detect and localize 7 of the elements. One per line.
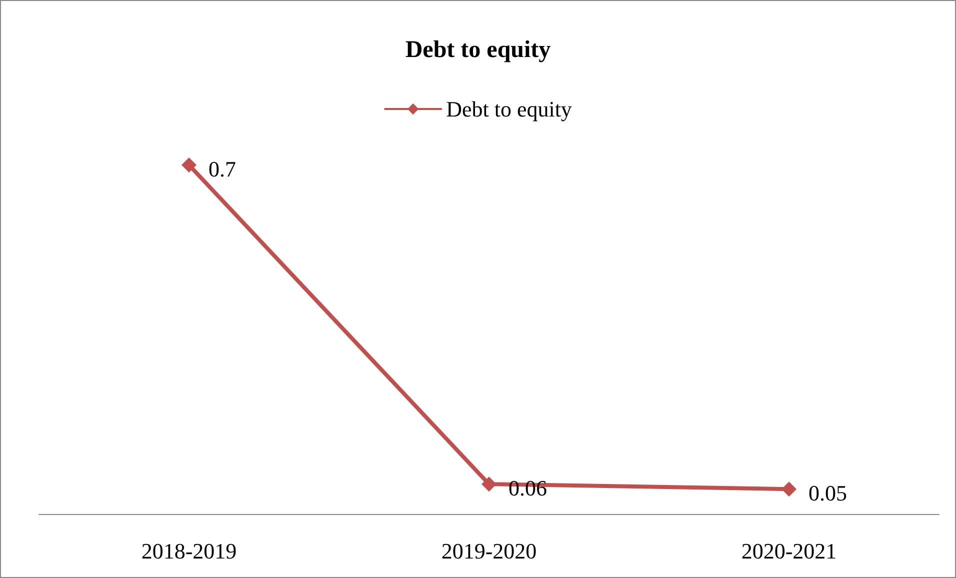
- x-tick-label: 2020-2021: [741, 538, 837, 564]
- legend-label: Debt to equity: [446, 96, 572, 122]
- x-tick-label: 2019-2020: [441, 538, 537, 564]
- chart-title: Debt to equity: [405, 37, 551, 63]
- data-label: 0.05: [808, 480, 847, 506]
- data-label: 0.7: [208, 156, 236, 182]
- x-tick-label: 2018-2019: [141, 538, 237, 564]
